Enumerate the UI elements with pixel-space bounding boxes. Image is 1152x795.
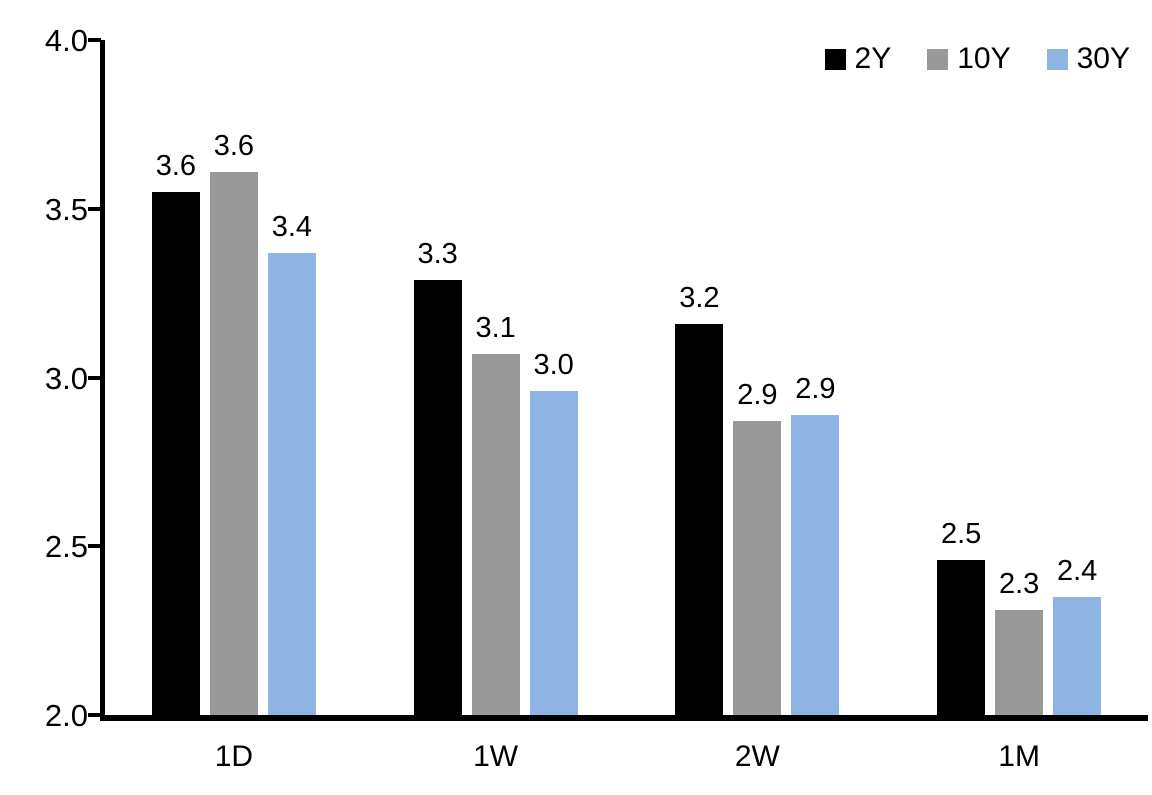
y-tick-label: 2.0 — [44, 698, 88, 733]
bar-10Y-2W — [733, 421, 782, 715]
bar-value-label: 3.6 — [213, 129, 255, 162]
legend-swatch-icon — [1046, 48, 1068, 70]
y-tick-mark — [88, 375, 101, 380]
x-category-label-1W: 1W — [473, 740, 519, 773]
bar-30Y-2W — [791, 414, 840, 715]
x-category-label-1M: 1M — [998, 740, 1040, 773]
y-tick-label: 3.0 — [44, 360, 88, 396]
legend-label: 2Y — [854, 42, 892, 75]
bar-value-label: 3.6 — [155, 149, 197, 182]
bar-value-label: 3.0 — [533, 349, 574, 381]
bar-30Y-1D — [267, 252, 316, 715]
legend-item-30Y: 30Y — [1046, 42, 1130, 75]
y-tick-label: 3.5 — [44, 191, 88, 227]
y-tick-mark — [88, 206, 101, 211]
y-tick-mark — [88, 713, 101, 717]
bar-value-label: 3.1 — [475, 311, 516, 344]
bar-value-label: 2.3 — [998, 568, 1040, 601]
bar-2Y-2W — [675, 323, 724, 715]
legend-swatch-icon — [927, 48, 949, 70]
x-category-label-2W: 2W — [734, 740, 780, 773]
y-tick-label: 2.5 — [44, 529, 88, 565]
x-axis-line — [100, 715, 1148, 721]
legend: 2Y 10Y 30Y — [824, 42, 1130, 75]
bar-10Y-1M — [995, 610, 1044, 715]
y-axis-line — [100, 40, 105, 721]
bar-10Y-1D — [209, 171, 258, 715]
legend-swatch-icon — [824, 48, 846, 70]
bar-2Y-1D — [151, 191, 200, 715]
bar-value-label: 2.9 — [737, 379, 778, 412]
bar-30Y-1M — [1053, 596, 1102, 715]
bar-10Y-1W — [471, 353, 520, 715]
bar-2Y-1M — [937, 559, 986, 715]
legend-label: 30Y — [1076, 42, 1130, 75]
bar-value-label: 3.3 — [417, 237, 458, 270]
y-tick-label: 4.0 — [44, 23, 88, 58]
bar-30Y-1W — [529, 391, 578, 715]
bar-value-label: 3.4 — [271, 210, 313, 243]
x-category-label-1D: 1D — [214, 740, 254, 773]
bar-value-label: 2.5 — [940, 517, 982, 550]
legend-label: 10Y — [957, 42, 1011, 75]
y-tick-mark — [88, 544, 101, 549]
bar-value-label: 3.2 — [679, 281, 720, 314]
bar-value-label: 2.4 — [1056, 554, 1098, 587]
bar-2Y-1W — [413, 279, 462, 715]
y-tick-mark — [88, 38, 101, 42]
legend-item-2Y: 2Y — [824, 42, 892, 75]
bar-value-label: 2.9 — [795, 372, 836, 405]
legend-item-10Y: 10Y — [927, 42, 1011, 75]
